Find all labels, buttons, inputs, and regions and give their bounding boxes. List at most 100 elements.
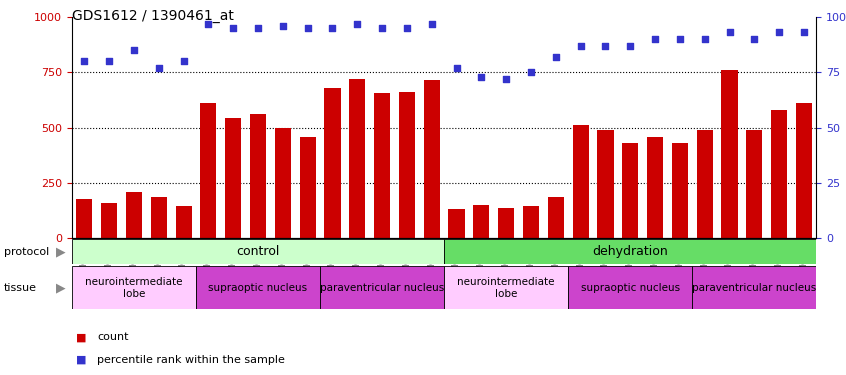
Text: control: control bbox=[236, 245, 280, 258]
Bar bbox=[126, 192, 142, 238]
Bar bbox=[618, 238, 643, 239]
Point bbox=[673, 36, 687, 42]
Text: neurointermediate
lobe: neurointermediate lobe bbox=[458, 277, 555, 298]
Text: neurointermediate
lobe: neurointermediate lobe bbox=[85, 277, 183, 298]
Bar bbox=[345, 238, 370, 239]
Bar bbox=[122, 238, 146, 239]
Bar bbox=[424, 80, 440, 238]
Point bbox=[797, 29, 810, 35]
Bar bbox=[370, 238, 394, 239]
Bar bbox=[469, 238, 494, 239]
Point bbox=[177, 58, 190, 64]
Text: GSM69268: GSM69268 bbox=[576, 238, 585, 279]
Bar bbox=[742, 238, 766, 239]
Point bbox=[78, 58, 91, 64]
Bar bbox=[320, 266, 444, 309]
Bar bbox=[398, 92, 415, 238]
Text: tissue: tissue bbox=[4, 283, 37, 293]
Text: GSM69787: GSM69787 bbox=[80, 238, 89, 280]
Point bbox=[549, 54, 563, 60]
Point bbox=[574, 43, 587, 49]
Bar bbox=[543, 238, 569, 239]
Point bbox=[326, 25, 339, 31]
Bar bbox=[717, 238, 742, 239]
Bar bbox=[796, 103, 812, 238]
Bar bbox=[320, 238, 345, 239]
Bar bbox=[643, 238, 667, 239]
Bar bbox=[72, 266, 196, 309]
Bar bbox=[667, 238, 692, 239]
Bar bbox=[374, 93, 390, 238]
Bar bbox=[792, 238, 816, 239]
Bar bbox=[444, 238, 469, 239]
Bar bbox=[647, 138, 663, 238]
Bar bbox=[72, 238, 96, 239]
Bar bbox=[692, 238, 717, 239]
Bar bbox=[196, 238, 221, 239]
Text: percentile rank within the sample: percentile rank within the sample bbox=[97, 355, 285, 365]
Bar bbox=[547, 197, 564, 238]
Text: ▶: ▶ bbox=[56, 281, 66, 294]
Bar bbox=[696, 130, 713, 238]
Text: GSM69478: GSM69478 bbox=[403, 238, 411, 280]
Text: GSM69788: GSM69788 bbox=[105, 238, 113, 279]
Text: GSM69475: GSM69475 bbox=[328, 238, 337, 280]
Point bbox=[227, 25, 240, 31]
Point bbox=[499, 76, 513, 82]
Point bbox=[376, 25, 389, 31]
Bar bbox=[175, 206, 192, 238]
Text: paraventricular nucleus: paraventricular nucleus bbox=[320, 283, 444, 293]
Text: GSM69476: GSM69476 bbox=[353, 238, 362, 280]
Text: ▶: ▶ bbox=[56, 245, 66, 258]
Text: GSM69460: GSM69460 bbox=[675, 238, 684, 280]
Bar bbox=[672, 143, 688, 238]
Bar bbox=[569, 266, 692, 309]
Bar bbox=[196, 266, 320, 309]
Bar bbox=[444, 239, 816, 264]
Bar bbox=[448, 209, 464, 238]
Bar bbox=[569, 238, 593, 239]
Point bbox=[251, 25, 265, 31]
Point bbox=[400, 25, 414, 31]
Point bbox=[624, 43, 637, 49]
Bar bbox=[444, 266, 569, 309]
Point bbox=[648, 36, 662, 42]
Point bbox=[475, 74, 488, 80]
Bar bbox=[692, 266, 816, 309]
Bar bbox=[722, 70, 738, 238]
Bar bbox=[245, 238, 271, 239]
Point bbox=[301, 25, 315, 31]
Bar bbox=[295, 238, 320, 239]
Point bbox=[722, 29, 736, 35]
Bar bbox=[597, 130, 613, 238]
Point bbox=[450, 65, 464, 71]
Bar bbox=[225, 117, 241, 238]
Bar bbox=[275, 128, 291, 238]
Text: supraoptic nucleus: supraoptic nucleus bbox=[208, 283, 308, 293]
Text: GSM69479: GSM69479 bbox=[427, 238, 437, 280]
Bar bbox=[151, 197, 167, 238]
Bar bbox=[101, 203, 118, 238]
Bar bbox=[494, 238, 519, 239]
Point bbox=[772, 29, 786, 35]
Text: GSM69786: GSM69786 bbox=[552, 238, 560, 280]
Point bbox=[698, 36, 711, 42]
Point bbox=[748, 36, 761, 42]
Text: GSM69473: GSM69473 bbox=[775, 238, 783, 280]
Text: GSM69474: GSM69474 bbox=[799, 238, 809, 280]
Text: protocol: protocol bbox=[4, 247, 49, 256]
Bar bbox=[96, 238, 122, 239]
Point bbox=[525, 69, 538, 75]
Text: GSM69471: GSM69471 bbox=[725, 238, 734, 280]
Bar bbox=[622, 143, 639, 238]
Text: GSM69461: GSM69461 bbox=[204, 238, 213, 280]
Text: GSM69790: GSM69790 bbox=[154, 238, 163, 280]
Bar bbox=[171, 238, 196, 239]
Bar bbox=[72, 239, 444, 264]
Text: GSM69457: GSM69457 bbox=[601, 238, 610, 280]
Point bbox=[152, 65, 166, 71]
Bar bbox=[299, 138, 316, 238]
Text: GSM69462: GSM69462 bbox=[228, 238, 238, 280]
Point bbox=[127, 47, 140, 53]
Text: ■: ■ bbox=[76, 333, 86, 342]
